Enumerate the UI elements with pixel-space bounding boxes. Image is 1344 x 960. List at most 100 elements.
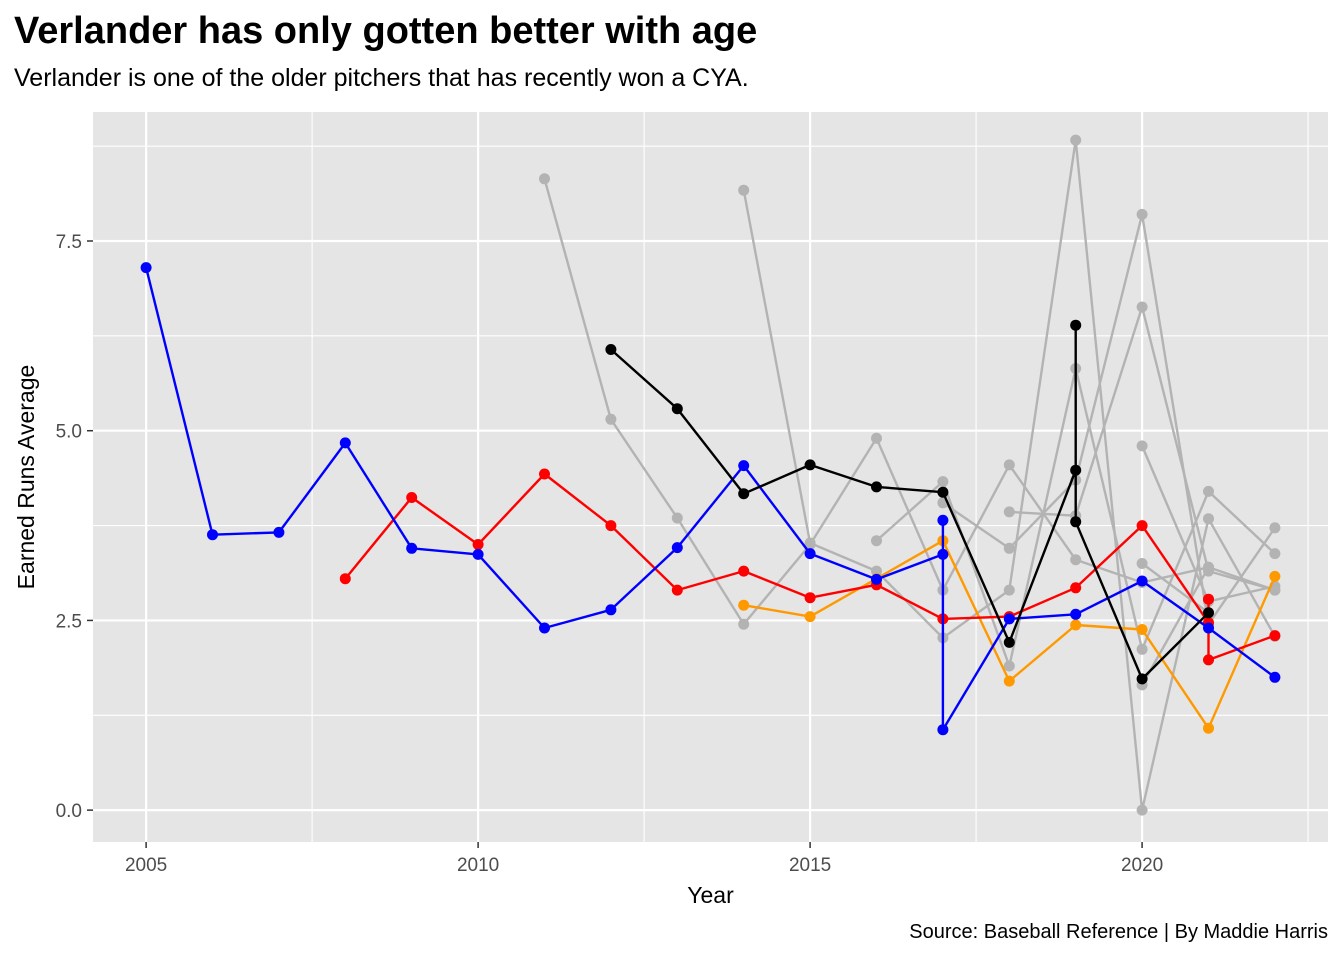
data-point <box>1203 607 1214 619</box>
data-point <box>1003 636 1015 648</box>
data-point <box>1003 506 1015 518</box>
data-point <box>1203 654 1214 666</box>
y-tick-label: 5.0 <box>56 422 82 443</box>
data-point <box>1003 542 1015 554</box>
data-point <box>738 460 750 472</box>
series-line <box>610 324 1210 681</box>
series-line <box>144 267 1276 731</box>
data-point <box>1269 522 1281 534</box>
data-point <box>1003 660 1015 672</box>
data-point <box>804 459 816 471</box>
data-point <box>804 611 816 623</box>
x-tick-label: 2020 <box>1121 855 1163 876</box>
data-point <box>871 481 882 493</box>
data-point <box>871 573 882 585</box>
x-tick-label: 2005 <box>125 855 167 876</box>
data-point <box>871 432 882 444</box>
data-point <box>605 604 617 616</box>
data-point <box>1203 722 1214 734</box>
data-point <box>804 537 816 549</box>
data-point <box>804 548 816 560</box>
series-11 <box>605 319 1214 685</box>
data-point <box>871 565 882 577</box>
data-point <box>671 512 683 524</box>
data-point <box>1269 548 1281 560</box>
data-point <box>472 539 484 550</box>
data-point <box>1136 673 1148 685</box>
data-point <box>1070 554 1082 566</box>
series-8 <box>738 535 1281 734</box>
data-point <box>1203 593 1214 605</box>
data-point <box>339 573 351 585</box>
data-point <box>671 584 683 596</box>
data-point <box>1136 520 1148 532</box>
data-point <box>738 184 750 196</box>
series-7 <box>1136 561 1214 691</box>
data-point <box>1136 558 1148 569</box>
data-point <box>207 529 218 541</box>
data-point <box>339 437 351 449</box>
data-point <box>140 262 152 274</box>
data-point <box>273 526 285 538</box>
series-line <box>942 213 1276 626</box>
series-10 <box>140 262 1281 736</box>
chart-caption: Source: Baseball Reference | By Maddie H… <box>909 921 1328 943</box>
minor-gridlines <box>93 112 1328 842</box>
data-point <box>937 514 949 526</box>
data-point <box>738 599 750 611</box>
y-axis: 0.0 2.5 5.0 7.5 <box>56 232 93 822</box>
data-point <box>406 542 418 554</box>
data-point <box>1070 516 1082 528</box>
x-tick-label: 2010 <box>457 855 499 876</box>
data-point <box>1269 671 1281 683</box>
series-line <box>543 178 1276 626</box>
data-point <box>1003 675 1015 687</box>
data-point <box>871 535 882 547</box>
data-point <box>605 520 617 532</box>
data-point <box>1003 584 1015 596</box>
data-point <box>1136 440 1148 452</box>
x-axis-title: Year <box>687 882 734 908</box>
y-tick-label: 0.0 <box>56 801 82 822</box>
data-point <box>605 344 617 355</box>
chart-subtitle: Verlander is one of the older pitchers t… <box>14 64 749 92</box>
data-point <box>738 565 750 577</box>
y-tick-label: 7.5 <box>56 232 82 253</box>
y-tick-label: 2.5 <box>56 611 82 632</box>
data-point <box>937 476 949 488</box>
data-point <box>1269 570 1281 582</box>
data-point <box>539 622 550 634</box>
data-point <box>738 618 750 630</box>
data-point <box>1003 613 1015 625</box>
data-point <box>671 403 683 415</box>
data-point <box>539 468 550 480</box>
data-point <box>804 592 816 604</box>
data-point <box>1070 134 1082 146</box>
data-point <box>406 492 418 503</box>
data-point <box>1070 619 1082 631</box>
data-point <box>1203 622 1214 634</box>
data-point <box>1269 630 1281 642</box>
plot-panel <box>93 112 1328 842</box>
data-point <box>1136 301 1148 313</box>
data-point <box>1136 643 1148 655</box>
data-point <box>738 488 750 500</box>
data-point <box>671 542 683 554</box>
data-point <box>1070 464 1082 476</box>
data-point <box>1070 319 1082 331</box>
x-tick-label: 2015 <box>789 855 831 876</box>
data-point <box>1203 513 1214 525</box>
chart-title: Verlander has only gotten better with ag… <box>14 10 758 52</box>
data-point <box>937 724 949 736</box>
data-point <box>605 413 617 425</box>
data-point <box>937 486 949 498</box>
data-point <box>1070 582 1082 594</box>
data-point <box>1203 561 1214 573</box>
data-point <box>1003 459 1015 471</box>
data-point <box>1203 485 1214 497</box>
x-axis: 2005 2010 2015 2020 <box>125 842 1163 876</box>
series-line <box>1141 566 1210 686</box>
data-point <box>1136 208 1148 220</box>
data-point <box>1136 624 1148 635</box>
